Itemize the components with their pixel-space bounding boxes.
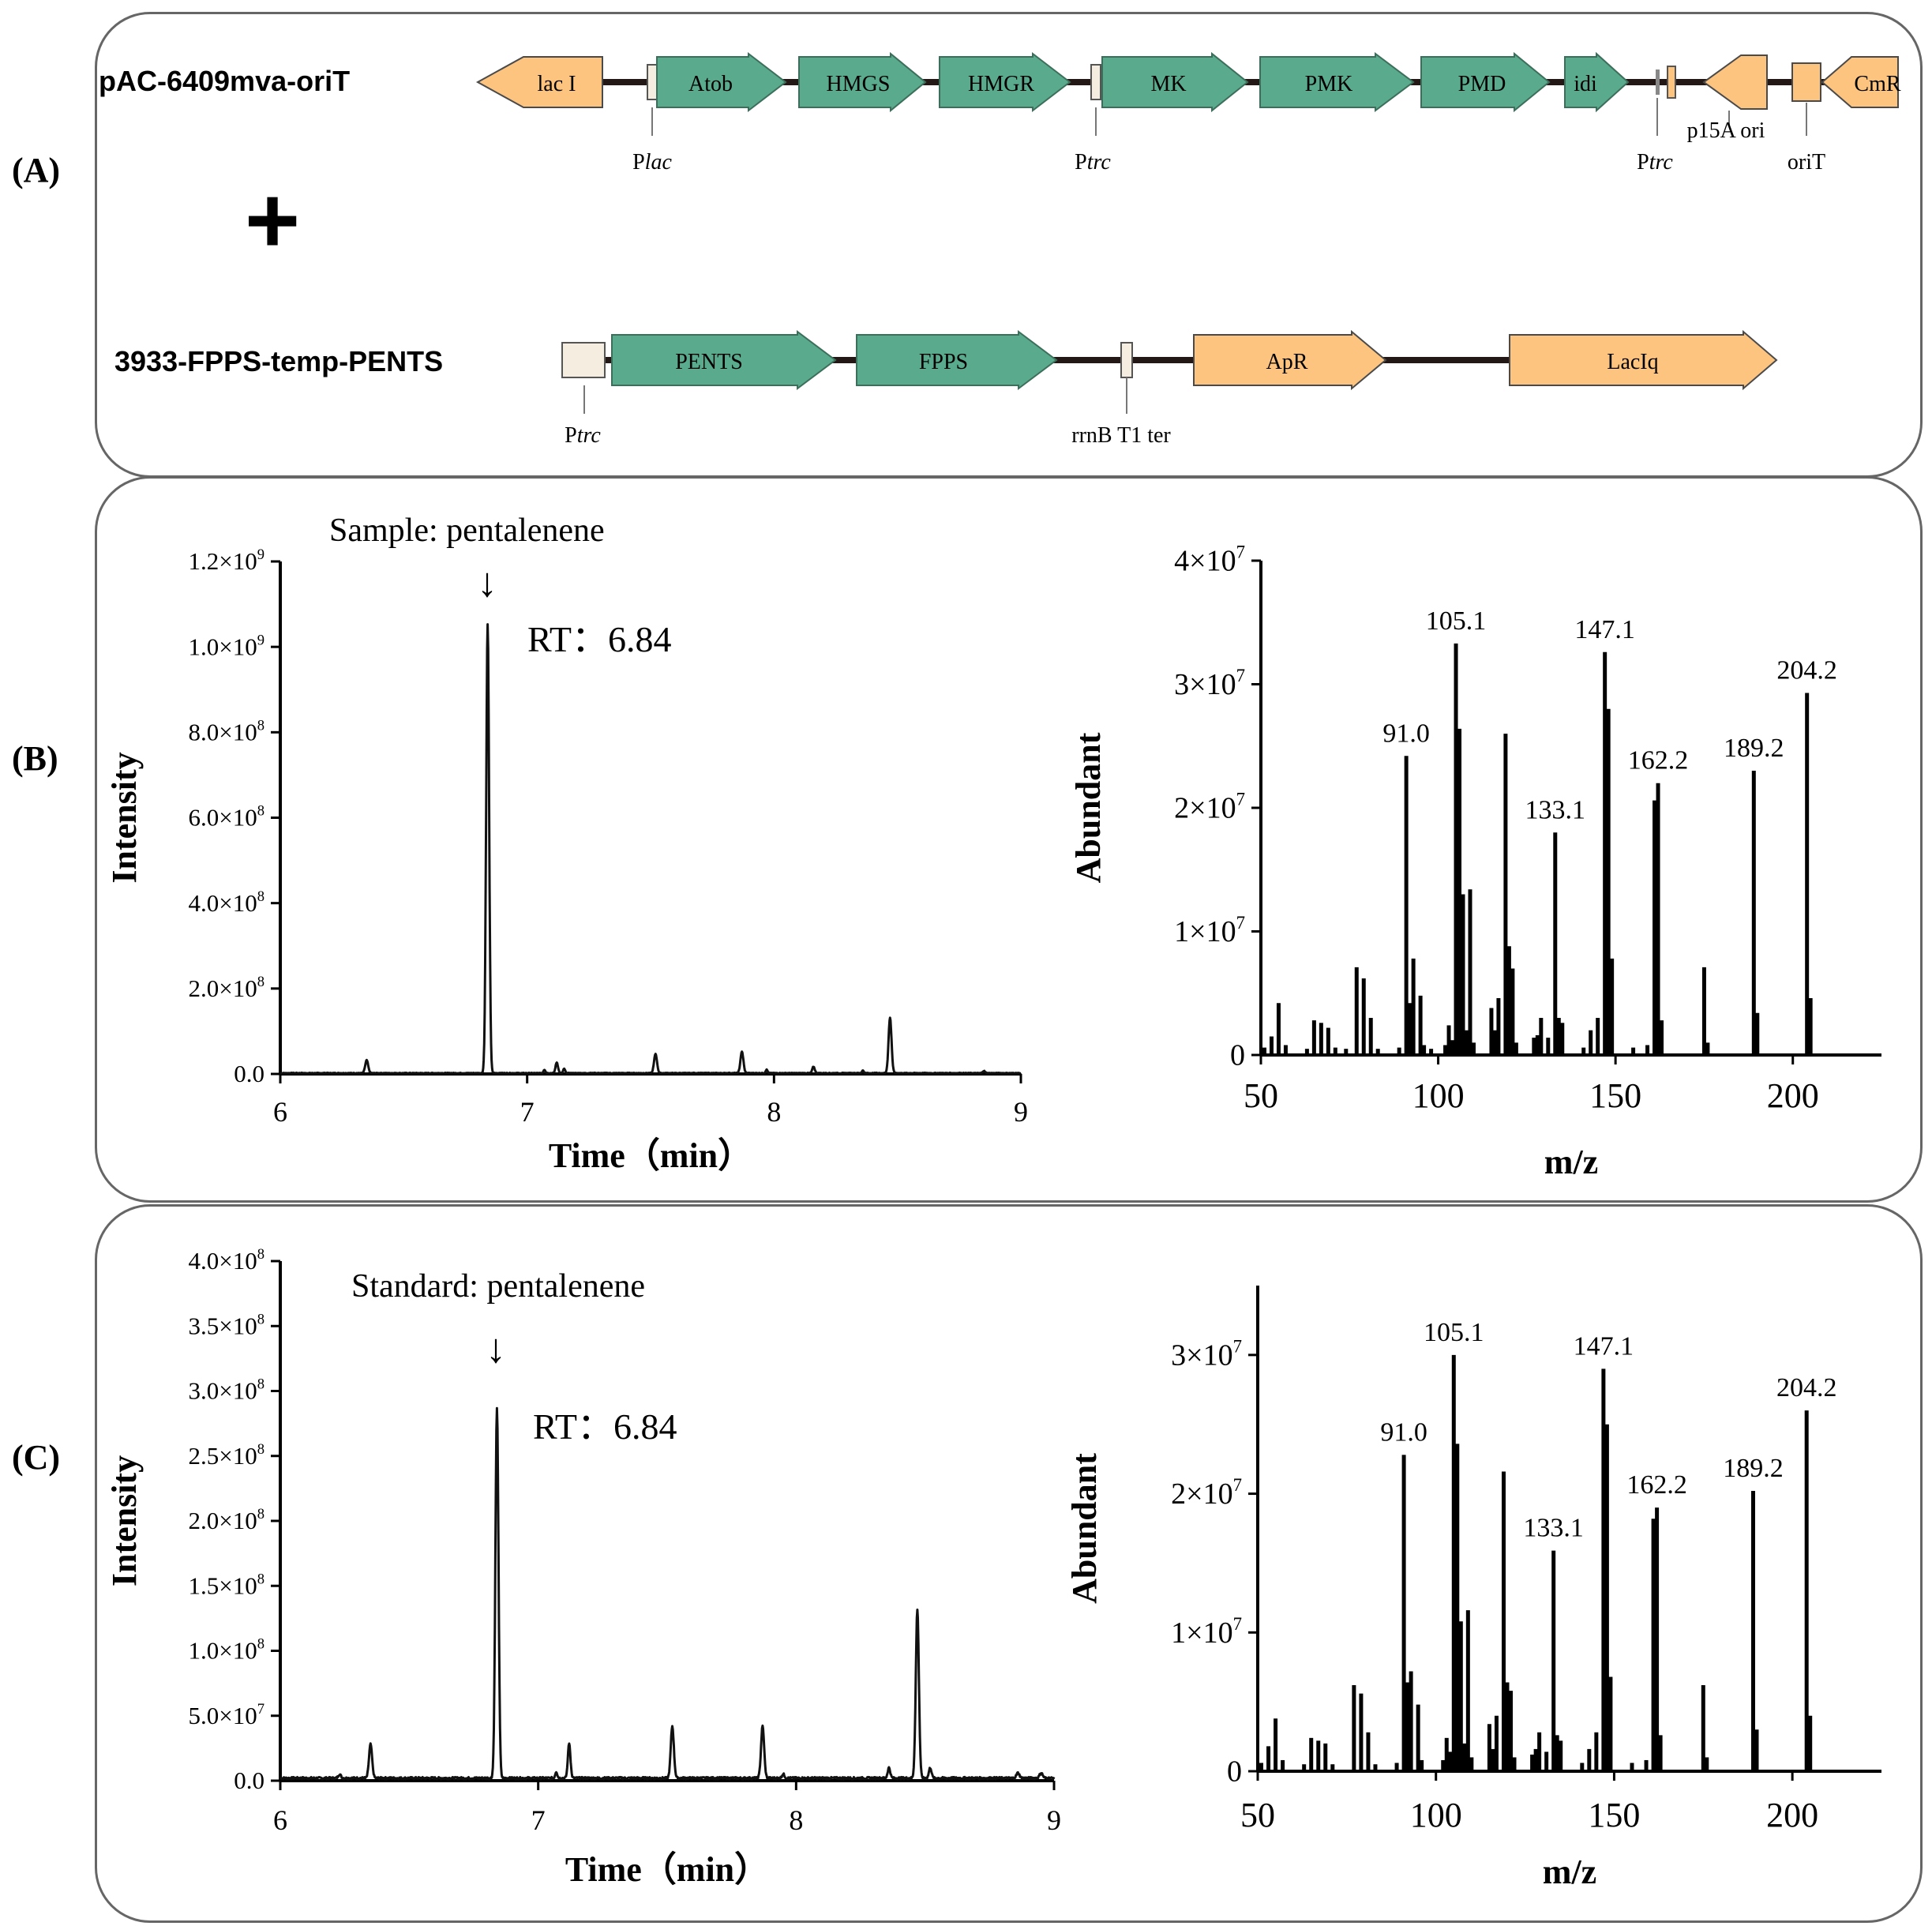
panel-c-frame	[95, 1204, 1923, 1923]
panel-label-a: (A)	[12, 151, 61, 190]
panel-a-frame	[95, 12, 1923, 478]
panel-b-frame	[95, 476, 1923, 1203]
panel-label-c: (C)	[12, 1438, 61, 1477]
panel-label-b: (B)	[12, 739, 58, 778]
